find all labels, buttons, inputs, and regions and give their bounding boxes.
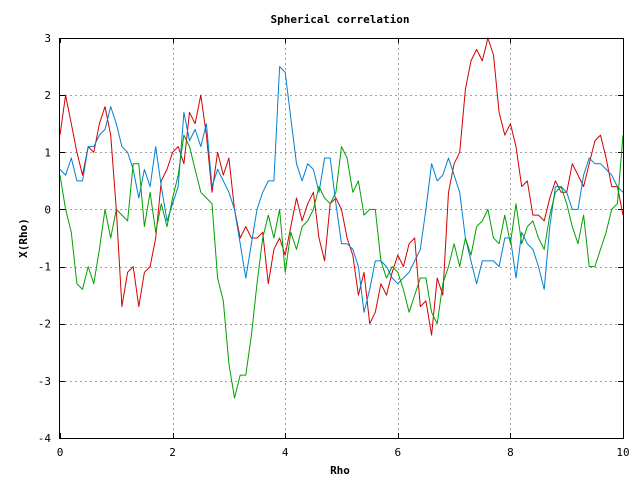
x-tick-label: 4: [282, 446, 289, 459]
y-tick-label: 0: [44, 203, 51, 216]
y-tick-label: 3: [44, 32, 51, 45]
x-tick-label: 6: [394, 446, 401, 459]
series-line-2: [59, 66, 624, 313]
x-axis-label: Rho: [330, 464, 350, 477]
y-tick-label: -2: [38, 318, 51, 331]
series-line-1: [59, 37, 624, 336]
y-tick-label: 1: [44, 146, 51, 159]
chart-title: Spherical correlation: [270, 13, 409, 26]
x-tick-label: 8: [507, 446, 514, 459]
x-tick-label: 10: [616, 446, 629, 459]
data-series: [59, 37, 624, 399]
x-tick-label: 2: [169, 446, 176, 459]
y-tick-label: -4: [38, 432, 52, 445]
y-tick-label: -3: [38, 375, 51, 388]
series-line-3: [59, 134, 624, 399]
plot-frame: [59, 38, 624, 439]
y-axis-label: X(Rho): [17, 218, 30, 258]
y-tick-labels: -4 -3 -2 -1 0 1 2 3: [38, 32, 52, 445]
y-tick-label: -1: [38, 261, 51, 274]
y-tick-label: 2: [44, 89, 51, 102]
x-tick-label: 0: [57, 446, 64, 459]
x-tick-labels: 0 2 4 6 8 10: [57, 446, 630, 459]
